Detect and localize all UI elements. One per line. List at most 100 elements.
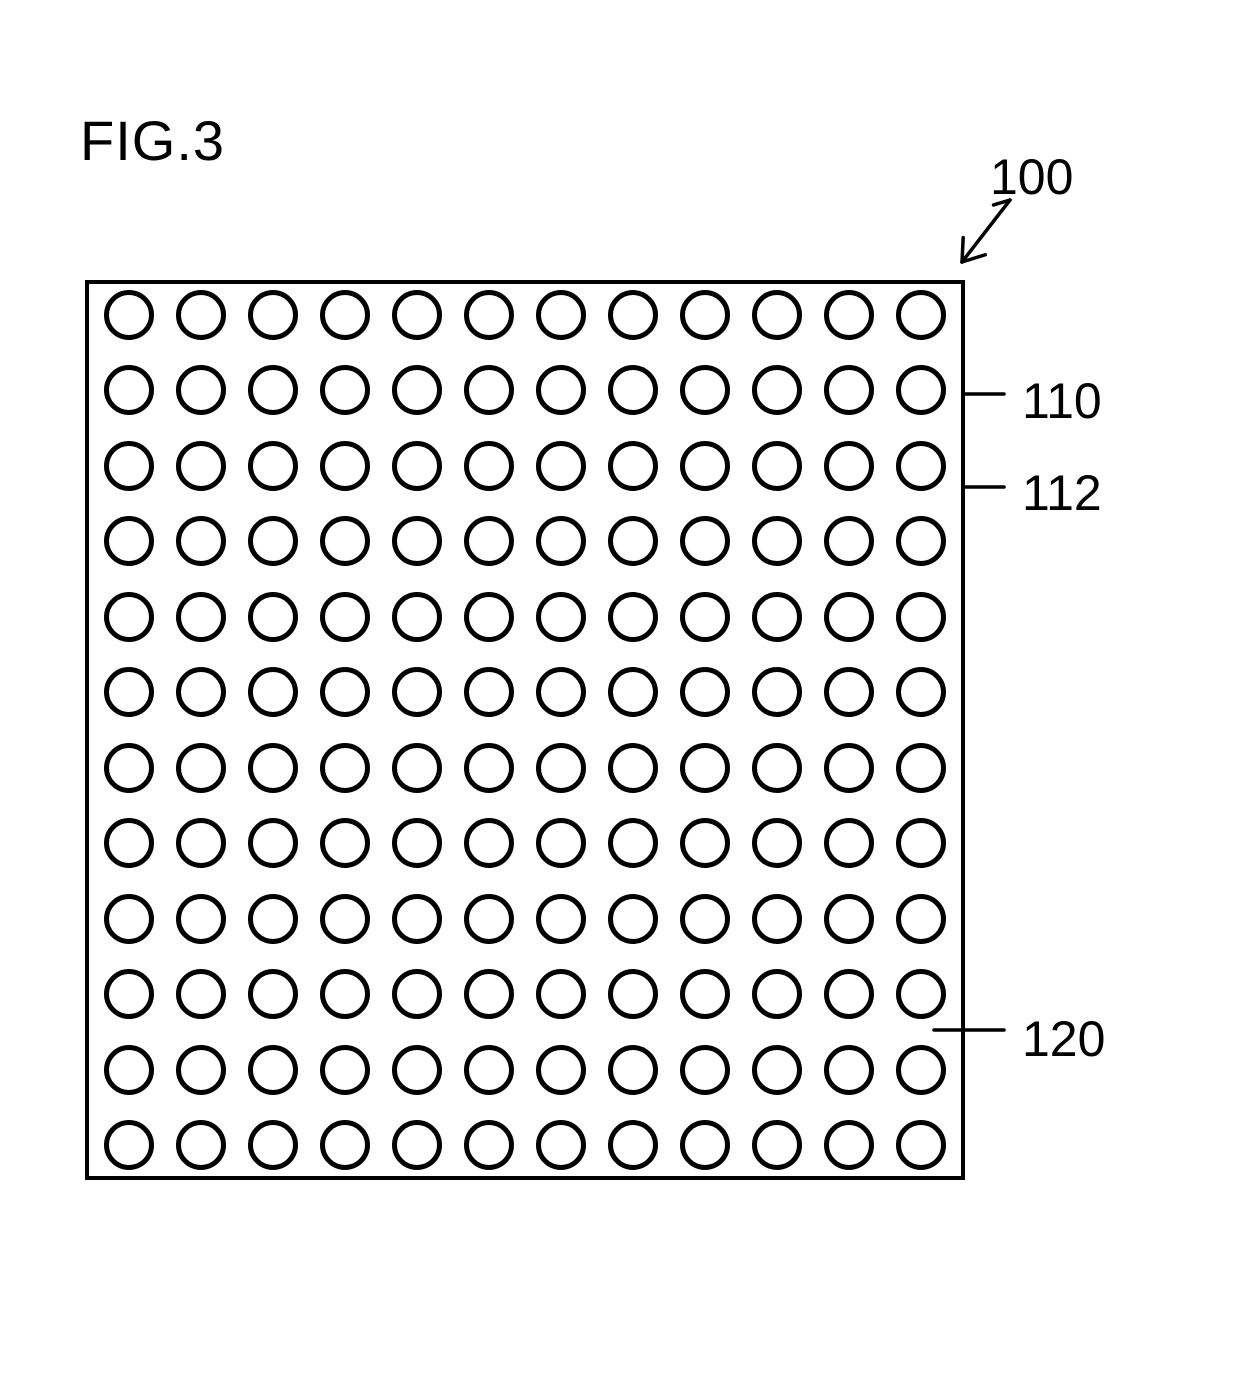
dot [464,1120,514,1170]
dot [104,1120,154,1170]
dot [464,969,514,1019]
dot [536,441,586,491]
dot [320,516,370,566]
dot [392,743,442,793]
dot [176,592,226,642]
dot-row [89,969,961,1019]
dot [536,1120,586,1170]
dot [896,441,946,491]
dot [392,894,442,944]
dot [392,969,442,1019]
dot [392,441,442,491]
dot [392,1120,442,1170]
dot [896,592,946,642]
dot [104,592,154,642]
dot [752,894,802,944]
dot [464,365,514,415]
dot [824,290,874,340]
dot [176,516,226,566]
dot [248,441,298,491]
dot [104,969,154,1019]
dot [608,290,658,340]
dot [104,365,154,415]
dot [752,1045,802,1095]
dot [176,365,226,415]
dot [536,1045,586,1095]
dot [392,290,442,340]
dot [536,290,586,340]
dot [608,441,658,491]
dot [824,516,874,566]
dot [680,1045,730,1095]
dot [824,894,874,944]
dot [752,818,802,868]
dot [824,818,874,868]
callout-112: 112 [1022,464,1102,522]
dot [104,516,154,566]
dot-row [89,290,961,340]
dot [608,818,658,868]
dot [320,592,370,642]
dot [752,667,802,717]
dot [680,743,730,793]
dot [608,894,658,944]
dot [896,365,946,415]
dot [176,1045,226,1095]
dot [752,516,802,566]
dot [320,441,370,491]
dot [392,1045,442,1095]
dot [680,818,730,868]
dot [608,365,658,415]
dot-row [89,818,961,868]
dot [320,1120,370,1170]
dot [536,969,586,1019]
page: FIG.3 100 110 112 120 [0,0,1240,1384]
dot [248,667,298,717]
dot [680,441,730,491]
dot [824,1045,874,1095]
dot [176,894,226,944]
dot [320,743,370,793]
dot [248,592,298,642]
dot [320,667,370,717]
dot [176,667,226,717]
dot [680,290,730,340]
dot-row [89,894,961,944]
dot [896,667,946,717]
dot [608,667,658,717]
dot [320,969,370,1019]
dot [752,969,802,1019]
dot [248,1120,298,1170]
callout-120: 120 [1022,1010,1105,1068]
dot [392,365,442,415]
dot [608,592,658,642]
dot [608,1120,658,1170]
dot [896,818,946,868]
dot [680,667,730,717]
dot [248,818,298,868]
dot [248,894,298,944]
dot [320,818,370,868]
dot [320,894,370,944]
dot [752,290,802,340]
dot [464,290,514,340]
dot [392,592,442,642]
dot [824,365,874,415]
dot [536,365,586,415]
dot [248,365,298,415]
callout-100: 100 [990,148,1073,206]
dot [536,516,586,566]
dot [824,743,874,793]
dot-row [89,743,961,793]
dot [608,516,658,566]
dot-row [89,667,961,717]
dot [896,290,946,340]
dot-grid-container [85,280,965,1180]
dot [104,743,154,793]
dot [752,1120,802,1170]
dot [104,441,154,491]
dot [464,592,514,642]
dot [680,365,730,415]
dot-row [89,1045,961,1095]
dot [680,592,730,642]
